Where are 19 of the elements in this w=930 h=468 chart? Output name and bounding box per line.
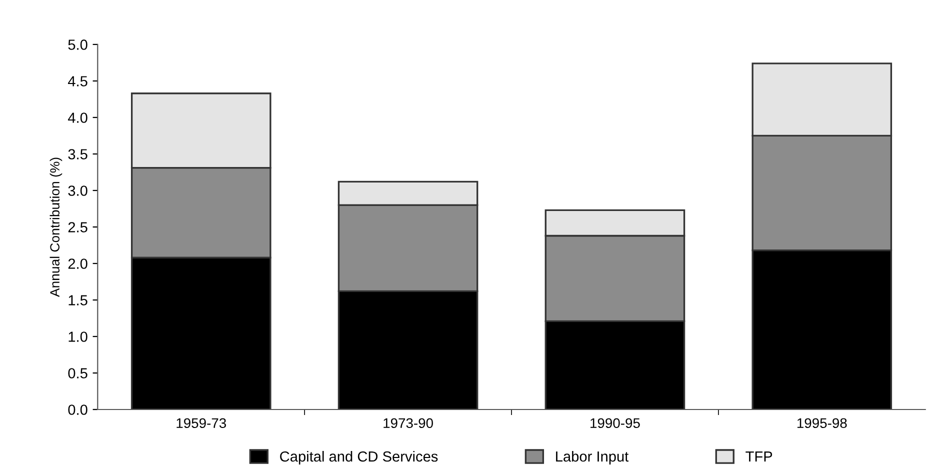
y-tick-label: 1.5	[68, 295, 88, 306]
y-tick-label: 2.0	[68, 258, 88, 269]
y-tick-label: 2.5	[68, 222, 88, 232]
y-tick-label: 4.0	[68, 112, 88, 123]
y-tick-label: 4.5	[68, 76, 88, 86]
y-tick-label: 0.5	[68, 368, 88, 378]
legend-label: Labor Input	[556, 450, 629, 465]
y-tick-label: 5.0	[68, 40, 88, 50]
x-tick-label: 1995-98	[797, 418, 847, 428]
legend-label: Capital and CD Services	[280, 450, 438, 465]
x-tick-label: 1990-95	[590, 418, 640, 428]
legend-label: TFP	[746, 451, 772, 462]
y-tick-label: 0.0	[68, 404, 88, 415]
x-tick-label: 1959-73	[176, 418, 226, 428]
y-tick-label: 1.0	[68, 332, 88, 342]
y-tick-label: 3.5	[68, 149, 88, 160]
x-tick-label: 1973-90	[384, 418, 433, 428]
y-tick-label: 3.0	[68, 186, 88, 196]
y-axis-title: Annual Contribution (%)	[50, 158, 62, 297]
